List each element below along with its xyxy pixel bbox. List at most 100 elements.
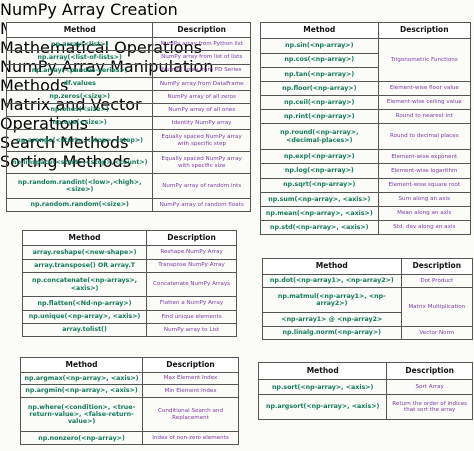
description-cell: Max Element Index [142,371,239,386]
description-cell: Element-wise square root [377,177,471,193]
row: array.tolist() NumPy array to List [21,322,237,338]
row: array.transpose() OR array.T Transpose Nu… [21,258,237,273]
row: np.eye(<size>) Identity NumPy array [5,115,251,131]
description-cell: Identity NumPy array [152,115,251,131]
row: np.random.random(<size>) NumPy array of r… [5,197,251,213]
row: array.reshape(<new-shape>) Reshape NumPy … [21,245,237,260]
method-cell: array.reshape(<new-shape>) [21,245,148,260]
row: np.floor(<np-array>) Element-wise floor v… [260,80,471,96]
row: np.mean(<np-array>, <axis>) Mean along an… [260,205,471,221]
description-cell: Element-wise floor value [377,80,471,96]
row: np.matmul(<np-array1>, <np-array2>) Matri… [262,287,473,327]
table: Method Description np.array(<list>) NumPy a… [5,21,251,213]
row: np.rint(<np-array>) Round to nearest int [260,108,471,124]
description-cell: NumPy array from DataFrame [152,76,251,91]
method-cell: array.transpose() OR array.T [21,258,148,273]
description-cell: Dot Product [400,273,473,289]
method-cell: np.random.randint(<low>,<high>,<size>) [5,173,154,199]
row: np.round(<np-array>, <decimal-places>) Ro… [260,122,471,151]
method-cell: np.array(<list>) [5,37,154,52]
header-row: Method Description [5,21,251,39]
method-cell: np.zeros(<size>) [5,89,154,104]
row: np.ones(<size>) NumPy array of all ones [5,102,251,117]
row: np.random.randint(<low>,<high>,<size>) Nu… [5,173,251,199]
row: np.argmin(<np-array>, <axis>) Min Element… [19,384,239,398]
description-cell: Trigonometric Functions [377,38,471,82]
method-cell: np.cos(<np-array>) [260,52,379,68]
row: np.linalg.norm(<np-array>) Vector Norm [262,325,473,341]
method-cell: df.values [5,76,154,91]
row: np.argsort(<np-array>, <axis>) Return the… [257,394,473,420]
description-cell: Element-wise logarithm [377,163,471,179]
method-cell: np.argmax(<np-array>, <axis>) [19,371,144,386]
method-cell: np.ones(<size>) [5,102,154,117]
method-cell: <np-array1> @ <np-array2> [262,312,402,327]
header-cell: Method [5,21,154,39]
row: np.arange(<start>,<stop>,<step>) Equally … [5,129,251,153]
method-cell: np.exp(<np-array>) [260,149,379,165]
description-cell: Std. dev along an axis [377,219,471,236]
row: np.nonzero(<np-array>) Index of non-zero … [19,431,239,445]
row: np.sum(<np-array>, <axis>) Sum along an a… [260,191,471,207]
method-cell: np.dot(<np-array1>, <np-array2>) [262,273,402,289]
description-cell: Min Element Index [142,384,239,398]
header-cell: Description [152,21,251,39]
table: Method Description np.sort(<np-array>, <ax… [257,361,473,420]
description-cell: Transpose NumPy Array [146,258,237,273]
row: df.values NumPy array from DataFrame [5,76,251,91]
description-cell: Return the order of indices that sort th… [386,394,473,420]
description-cell: Equally spaced NumPy array with specific… [152,151,251,175]
row: np.exp(<np-array>) Element-wise exponent [260,149,471,165]
row: np.zeros(<size>) NumPy array of all zeros [5,89,251,104]
description-cell: Element-wise exponent [377,149,471,165]
method-cell: np.sum(<np-array>, <axis>) [260,191,379,207]
header-cell: Method [262,258,402,275]
row: np.log(<np-array>) Element-wise logarithm [260,163,471,179]
description-cell: NumPy array of all ones [152,102,251,117]
method-cell: np.round(<np-array>, <decimal-places>) [260,122,379,151]
description-cell: NumPy array to List [146,322,237,338]
description-cell: Element-wise ceiling value [377,94,471,110]
header-cell: Method [21,229,148,247]
method-cell: np.log(<np-array>) [260,163,379,179]
method-cell: np.argmin(<np-array>, <axis>) [19,384,144,398]
method-cell: np.ceil(<np-array>) [260,94,379,110]
method-cell: np.matmul(<np-array1>, <np-array2>) [262,287,402,314]
row: np.concatenate(<np-arrays>, <axis>) Conca… [21,271,237,298]
method-cell: np.linalg.norm(<np-array>) [262,325,402,341]
header-row: Method Description [260,21,471,40]
method-cell: np.random.random(<size>) [5,197,154,213]
method-cell: np.array(<pandas-series>) [5,63,154,78]
method-cell: np.sin(<np-array>) [260,38,379,54]
method-cell: np.rint(<np-array>) [260,108,379,124]
description-cell: Find unique elements [146,309,237,324]
description-cell: Flatten a NumPy Array [146,296,237,311]
header-cell: Method [260,21,379,40]
description-cell: Matrix Multiplication [400,287,473,327]
row: np.dot(<np-array1>, <np-array2>) Dot Prod… [262,273,473,289]
header-row: Method Description [262,258,473,275]
row: np.array(<pandas-series>) NumPy array fro… [5,63,251,78]
description-cell: NumPy array of random ints [152,173,251,199]
method-cell: np.flatten(<Nd-np-array>) [21,296,148,311]
header-cell: Method [257,361,388,381]
header-cell: Description [400,258,473,275]
row: np.linspace(<start>,<stop>,<count>) Equal… [5,151,251,175]
method-cell: np.where(<condition>, <true-return-value… [19,396,144,433]
method-cell: np.mean(<np-array>, <axis>) [260,205,379,221]
method-cell: np.eye(<size>) [5,115,154,131]
row: np.std(<np-array>, <axis>) Std. dev along… [260,219,471,236]
row: np.sort(<np-array>, <axis>) Sort Array [257,379,473,396]
description-cell: NumPy array from PD Series [152,63,251,78]
method-cell: np.array(<list-of-lists>) [5,50,154,65]
method-cell: np.sqrt(<np-array>) [260,177,379,193]
method-cell: np.argsort(<np-array>, <axis>) [257,394,388,420]
method-cell: np.nonzero(<np-array>) [19,431,144,445]
table: Method Description np.sin(<np-array>) Trigo… [260,21,471,236]
table: Method Description np.argmax(<np-array>, <… [19,357,239,445]
header-cell: Description [146,229,237,247]
description-cell: Sort Array [386,379,473,396]
description-cell: Round to nearest int [377,108,471,124]
